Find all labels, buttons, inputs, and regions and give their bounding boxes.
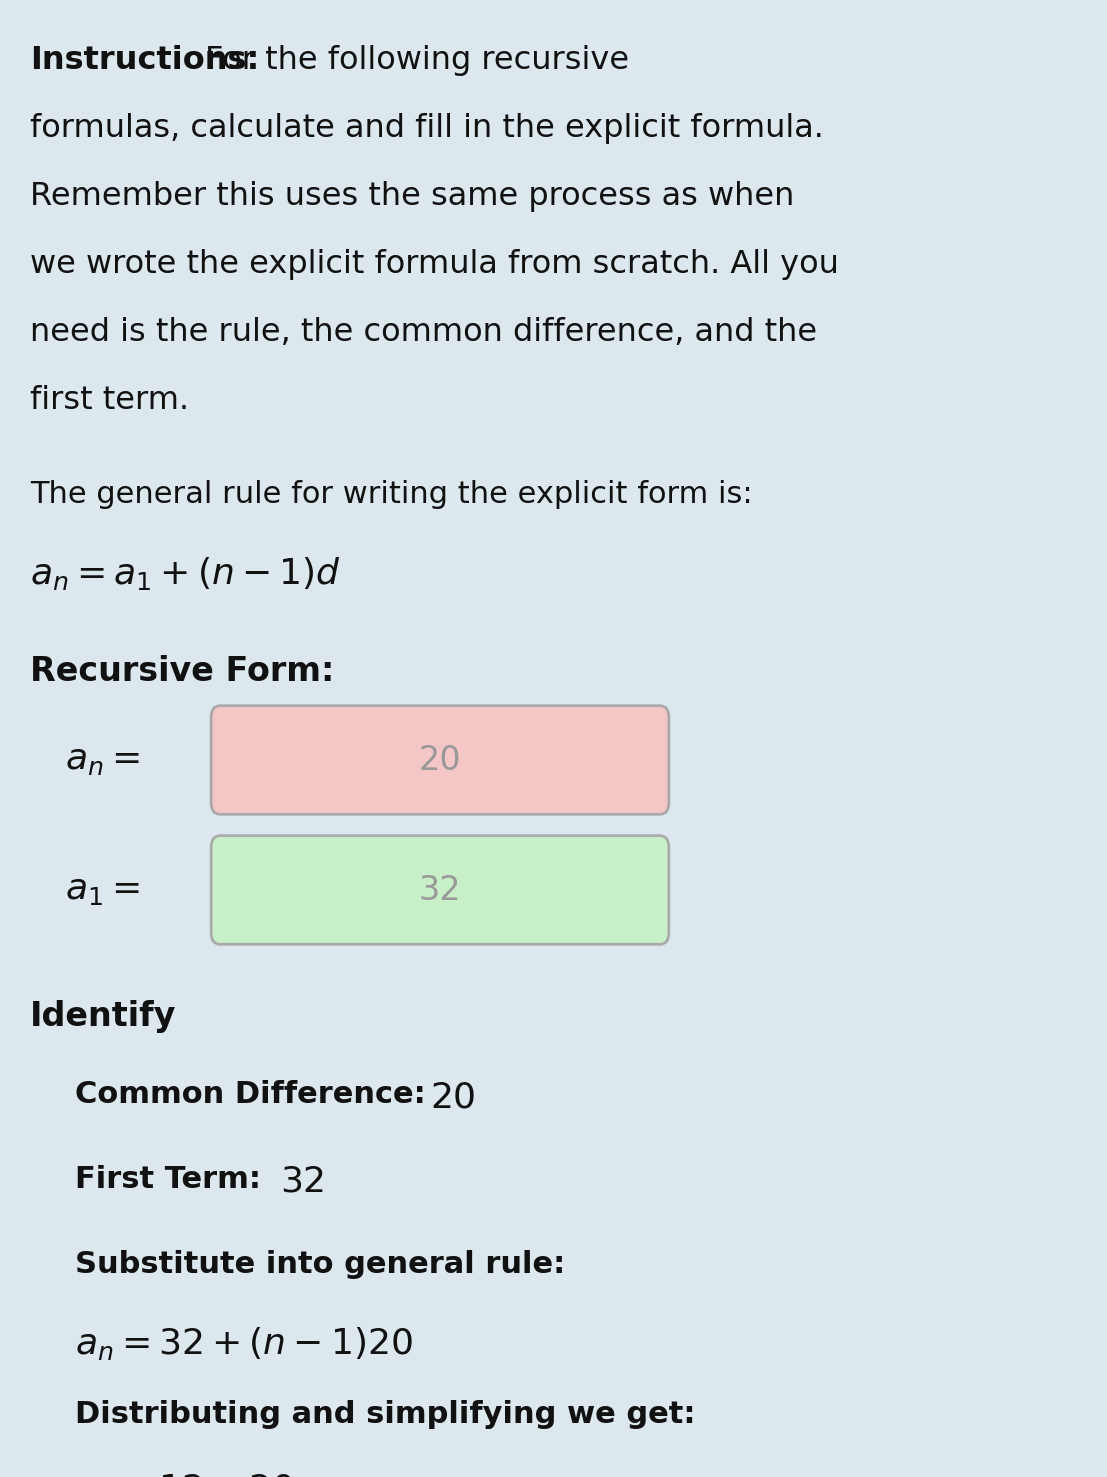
Text: 20: 20	[430, 1080, 476, 1114]
Text: 32: 32	[418, 873, 462, 907]
Text: we wrote the explicit formula from scratch. All you: we wrote the explicit formula from scrat…	[30, 250, 839, 281]
Text: Common Difference:: Common Difference:	[75, 1080, 436, 1109]
Text: 32: 32	[280, 1165, 325, 1199]
Text: Instructions:: Instructions:	[30, 44, 259, 75]
Text: 20: 20	[418, 743, 462, 777]
Text: formulas, calculate and fill in the explicit formula.: formulas, calculate and fill in the expl…	[30, 114, 824, 143]
Text: The general rule for writing the explicit form is:: The general rule for writing the explici…	[30, 480, 753, 510]
Text: $a_n = a_1 + (n-1)d$: $a_n = a_1 + (n-1)d$	[30, 555, 341, 592]
Text: $a_n = 12 + 20n$: $a_n = 12 + 20n$	[75, 1473, 318, 1477]
Text: $a_1 =$: $a_1 =$	[65, 873, 139, 907]
FancyBboxPatch shape	[211, 706, 669, 814]
Text: Remember this uses the same process as when: Remember this uses the same process as w…	[30, 182, 795, 213]
Text: need is the rule, the common difference, and the: need is the rule, the common difference,…	[30, 318, 817, 349]
Text: Identify: Identify	[30, 1000, 176, 1032]
Text: First Term:: First Term:	[75, 1165, 271, 1193]
Text: $a_n = 32 + (n-1)20$: $a_n = 32 + (n-1)20$	[75, 1325, 413, 1362]
Text: Substitute into general rule:: Substitute into general rule:	[75, 1250, 566, 1279]
FancyBboxPatch shape	[211, 836, 669, 944]
Text: For the following recursive: For the following recursive	[205, 44, 629, 75]
Text: Distributing and simplifying we get:: Distributing and simplifying we get:	[75, 1400, 695, 1430]
Text: $a_n =$: $a_n =$	[65, 743, 139, 777]
Text: first term.: first term.	[30, 385, 189, 417]
Text: Recursive Form:: Recursive Form:	[30, 654, 334, 688]
